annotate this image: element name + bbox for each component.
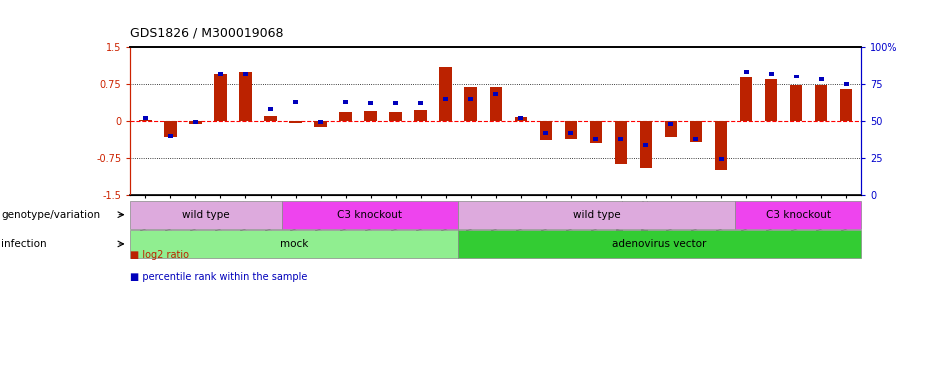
Bar xyxy=(364,111,377,121)
Bar xyxy=(393,101,398,105)
Bar xyxy=(568,131,573,135)
Bar xyxy=(515,117,527,121)
Bar xyxy=(189,121,202,124)
Bar xyxy=(643,142,648,147)
Bar xyxy=(719,158,723,161)
Bar xyxy=(268,107,273,111)
Bar xyxy=(840,89,853,121)
Bar xyxy=(764,79,777,121)
Bar xyxy=(339,112,352,121)
Bar xyxy=(243,72,248,75)
Bar xyxy=(168,134,173,138)
Bar xyxy=(843,82,849,86)
Bar xyxy=(544,131,548,135)
Bar xyxy=(519,116,523,120)
Bar xyxy=(214,74,227,121)
Bar xyxy=(694,137,698,141)
Bar xyxy=(315,121,327,127)
Bar xyxy=(540,121,552,140)
Bar xyxy=(290,121,302,123)
Bar xyxy=(465,87,477,121)
Bar xyxy=(640,121,653,168)
Bar xyxy=(142,116,148,120)
Bar xyxy=(443,97,448,101)
Bar xyxy=(318,120,323,124)
Bar xyxy=(618,137,624,141)
Bar xyxy=(789,86,803,121)
Text: GDS1826 / M300019068: GDS1826 / M300019068 xyxy=(130,26,284,39)
Bar xyxy=(815,86,828,121)
Bar xyxy=(665,121,677,137)
Bar xyxy=(564,121,577,139)
Bar xyxy=(593,137,599,141)
Bar xyxy=(818,78,824,81)
Bar xyxy=(793,75,799,78)
Bar xyxy=(139,120,152,121)
Bar xyxy=(614,121,627,164)
Text: mock: mock xyxy=(280,239,308,249)
Text: wild type: wild type xyxy=(573,210,620,220)
Bar xyxy=(769,72,774,75)
Bar xyxy=(414,110,427,121)
Text: genotype/variation: genotype/variation xyxy=(1,210,100,220)
Bar xyxy=(715,121,727,170)
Bar xyxy=(740,76,752,121)
Bar xyxy=(164,121,177,137)
Text: wild type: wild type xyxy=(182,210,230,220)
Text: ■ log2 ratio: ■ log2 ratio xyxy=(130,250,189,260)
Bar xyxy=(668,122,673,126)
Bar xyxy=(690,121,702,142)
Bar xyxy=(389,112,402,121)
Bar xyxy=(264,116,277,121)
Bar xyxy=(493,92,498,96)
Bar xyxy=(439,67,452,121)
Bar xyxy=(589,121,602,143)
Bar xyxy=(193,120,198,124)
Bar xyxy=(468,97,473,101)
Text: adenovirus vector: adenovirus vector xyxy=(613,239,707,249)
Text: C3 knockout: C3 knockout xyxy=(337,210,402,220)
Bar xyxy=(239,72,251,121)
Bar xyxy=(744,70,749,74)
Bar xyxy=(418,101,424,105)
Bar xyxy=(218,72,223,75)
Bar xyxy=(344,100,348,104)
Text: infection: infection xyxy=(1,239,47,249)
Text: C3 knockout: C3 knockout xyxy=(765,210,830,220)
Bar xyxy=(490,87,502,121)
Bar xyxy=(293,100,298,104)
Bar xyxy=(368,101,373,105)
Text: ■ percentile rank within the sample: ■ percentile rank within the sample xyxy=(130,273,308,282)
